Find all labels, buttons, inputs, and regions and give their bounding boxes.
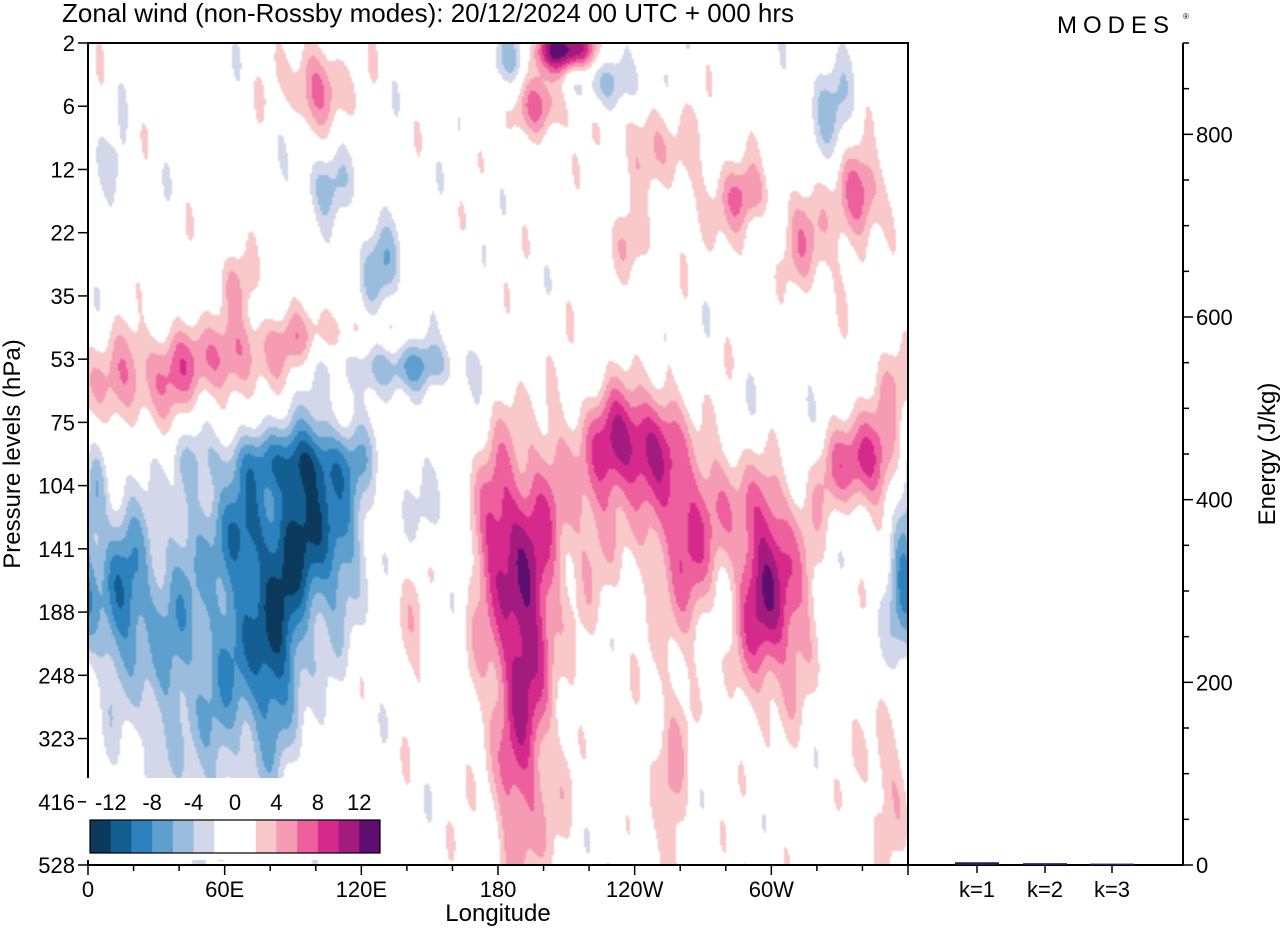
figure-title: Zonal wind (non-Rossby modes): 20/12/202… <box>62 0 794 28</box>
colorbar-label: -12 <box>95 790 127 815</box>
y-tick-label: 35 <box>51 284 75 309</box>
energy-category-label: k=3 <box>1094 877 1130 902</box>
x-axis-label: Longitude <box>445 900 550 927</box>
energy-bars <box>955 862 1134 866</box>
energy-bar <box>1023 863 1067 865</box>
energy-categories: k=1 k=2 k=3 <box>959 865 1130 902</box>
y-tick-label: 6 <box>63 94 75 119</box>
modes-logo: MODES <box>1057 12 1175 39</box>
colorbar-swatch <box>235 820 257 853</box>
pressure-axis: 2 6 12 22 35 53 75 104 141 188 248 323 416 528 <box>38 31 88 878</box>
energy-tick-label: 600 <box>1196 305 1233 330</box>
x-tick-label: 180 <box>480 877 517 902</box>
colorbar-legend: -12 -8 -4 0 4 8 12 <box>86 778 384 860</box>
y-tick-label: 141 <box>38 537 75 562</box>
energy-category-label: k=1 <box>959 877 995 902</box>
y-tick-label: 528 <box>38 853 75 878</box>
energy-tick-label: 0 <box>1196 853 1208 878</box>
colorbar-swatch <box>359 820 381 853</box>
colorbar-swatch <box>338 820 360 853</box>
colorbar-swatch <box>152 820 174 853</box>
longitude-axis: 0 60E 120E 180 120W 60W <box>82 865 909 902</box>
y-axis-label: Pressure levels (hPa) <box>0 339 26 568</box>
x-tick-label: 0 <box>82 877 94 902</box>
colorbar-swatch <box>131 820 153 853</box>
colorbar-swatch <box>255 820 277 853</box>
y-tick-label: 323 <box>38 727 75 752</box>
colorbar-swatch <box>297 820 319 853</box>
colorbar-label: -8 <box>142 790 162 815</box>
energy-y-ticks: 0 200 400 600 800 <box>1183 42 1233 878</box>
x-tick-label: 120E <box>336 877 387 902</box>
colorbar-swatch <box>193 820 215 853</box>
y-tick-label: 188 <box>38 600 75 625</box>
logo-registered-mark: ® <box>1183 12 1189 21</box>
energy-tick-label: 200 <box>1196 670 1233 695</box>
colorbar-swatch <box>214 820 236 853</box>
wind-contour-image <box>88 43 908 865</box>
x-tick-label: 120W <box>606 877 664 902</box>
colorbar-swatches <box>86 778 384 860</box>
colorbar-swatch <box>90 820 112 853</box>
y-tick-label: 248 <box>38 663 75 688</box>
colorbar-label: 4 <box>270 790 282 815</box>
y-tick-label: 75 <box>51 410 75 435</box>
heatmap-panel: 0 60E 120E 180 120W 60W 2 6 12 22 35 53 75 104 141 188… <box>0 31 909 927</box>
colorbar-swatch <box>110 820 132 853</box>
colorbar-label: 12 <box>347 790 371 815</box>
energy-bar <box>1090 863 1134 866</box>
colorbar-swatch <box>317 820 340 853</box>
energy-category-label: k=2 <box>1027 877 1063 902</box>
x-tick-label: 60W <box>749 877 794 902</box>
y-tick-label: 12 <box>51 157 75 182</box>
y-tick-label: 2 <box>63 31 75 56</box>
y-tick-label: 416 <box>38 790 75 815</box>
y-tick-label: 104 <box>38 474 75 499</box>
energy-panel: 0 200 400 600 800 k=1 k=2 k=3 Energy (J/kg) <box>908 42 1280 902</box>
colorbar-frame <box>89 819 381 854</box>
y-tick-label: 53 <box>51 347 75 372</box>
colorbar-swatch <box>276 820 298 853</box>
y-tick-label: 22 <box>51 221 75 246</box>
colorbar-swatch <box>172 820 195 853</box>
energy-tick-label: 400 <box>1196 488 1233 513</box>
colorbar-label: 0 <box>229 790 241 815</box>
colorbar-label: 8 <box>312 790 324 815</box>
energy-bar <box>955 862 999 865</box>
energy-y-axis-label: Energy (J/kg) <box>1254 383 1280 526</box>
x-tick-label: 60E <box>205 877 244 902</box>
colorbar-label: -4 <box>184 790 204 815</box>
colorbar-labels: -12 -8 -4 0 4 8 12 <box>95 790 372 815</box>
energy-tick-label: 800 <box>1196 122 1233 147</box>
